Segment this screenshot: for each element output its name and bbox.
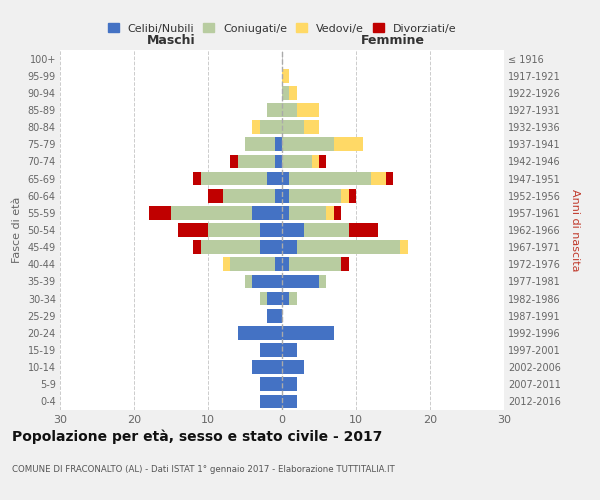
Bar — [349, 189, 356, 202]
Text: Popolazione per età, sesso e stato civile - 2017: Popolazione per età, sesso e stato civil… — [12, 430, 382, 444]
Bar — [282, 206, 289, 220]
Bar — [282, 223, 304, 237]
Bar — [282, 86, 289, 100]
Bar — [275, 258, 282, 271]
Bar — [282, 343, 297, 357]
Bar — [282, 120, 304, 134]
Bar — [349, 223, 378, 237]
Bar — [267, 309, 282, 322]
Bar — [230, 258, 275, 271]
Bar — [386, 172, 393, 185]
Bar — [282, 69, 289, 82]
Bar — [282, 258, 289, 271]
Bar — [230, 154, 238, 168]
Bar — [282, 172, 289, 185]
Bar — [149, 206, 171, 220]
Bar — [282, 378, 297, 391]
Y-axis label: Fasce di età: Fasce di età — [12, 197, 22, 263]
Bar — [208, 189, 223, 202]
Text: Femmine: Femmine — [361, 34, 425, 46]
Bar — [371, 172, 386, 185]
Bar — [171, 206, 253, 220]
Bar — [260, 394, 282, 408]
Bar — [289, 189, 341, 202]
Text: Maschi: Maschi — [146, 34, 196, 46]
Bar — [297, 240, 400, 254]
Bar — [282, 154, 311, 168]
Bar — [326, 206, 334, 220]
Bar — [334, 138, 364, 151]
Bar — [282, 138, 334, 151]
Bar — [289, 172, 371, 185]
Bar — [304, 223, 349, 237]
Bar — [289, 258, 341, 271]
Bar — [341, 258, 349, 271]
Bar — [282, 292, 289, 306]
Bar — [253, 206, 282, 220]
Bar — [238, 154, 275, 168]
Bar — [289, 292, 297, 306]
Bar — [238, 326, 282, 340]
Bar — [282, 274, 319, 288]
Bar — [297, 103, 319, 117]
Bar — [223, 189, 275, 202]
Bar — [282, 189, 289, 202]
Bar — [282, 240, 297, 254]
Bar — [260, 240, 282, 254]
Bar — [400, 240, 408, 254]
Bar — [260, 378, 282, 391]
Bar — [334, 206, 341, 220]
Bar — [282, 326, 334, 340]
Text: COMUNE DI FRACONALTO (AL) - Dati ISTAT 1° gennaio 2017 - Elaborazione TUTTITALIA: COMUNE DI FRACONALTO (AL) - Dati ISTAT 1… — [12, 465, 395, 474]
Bar — [282, 103, 297, 117]
Bar — [253, 120, 260, 134]
Bar — [311, 154, 319, 168]
Bar — [267, 292, 282, 306]
Bar — [319, 154, 326, 168]
Y-axis label: Anni di nascita: Anni di nascita — [571, 188, 580, 271]
Legend: Celibi/Nubili, Coniugati/e, Vedovi/e, Divorziati/e: Celibi/Nubili, Coniugati/e, Vedovi/e, Di… — [107, 23, 457, 34]
Bar — [208, 223, 260, 237]
Bar — [245, 274, 253, 288]
Bar — [200, 172, 267, 185]
Bar — [193, 240, 200, 254]
Bar — [178, 223, 208, 237]
Bar — [275, 154, 282, 168]
Bar — [193, 172, 200, 185]
Bar — [267, 172, 282, 185]
Bar — [253, 360, 282, 374]
Bar — [289, 206, 326, 220]
Bar — [223, 258, 230, 271]
Bar — [289, 86, 297, 100]
Bar — [245, 138, 275, 151]
Bar — [253, 274, 282, 288]
Bar — [304, 120, 319, 134]
Bar — [319, 274, 326, 288]
Bar — [260, 343, 282, 357]
Bar — [260, 120, 282, 134]
Bar — [260, 292, 267, 306]
Bar — [200, 240, 260, 254]
Bar — [275, 189, 282, 202]
Bar — [275, 138, 282, 151]
Bar — [282, 394, 297, 408]
Bar — [267, 103, 282, 117]
Bar — [260, 223, 282, 237]
Bar — [341, 189, 349, 202]
Bar — [282, 360, 304, 374]
